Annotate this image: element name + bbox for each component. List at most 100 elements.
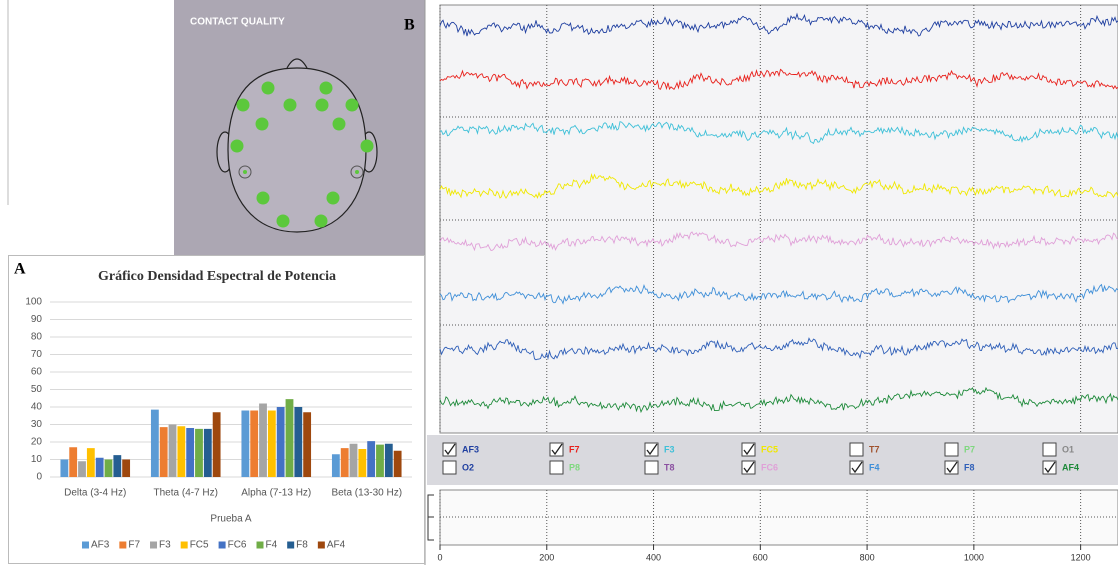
sensor <box>360 139 374 153</box>
sensor <box>236 98 250 112</box>
sensor <box>230 139 244 153</box>
legend-swatch <box>119 541 127 549</box>
bar <box>285 399 294 477</box>
channel-label: F3 <box>664 444 675 454</box>
y-tick-label: 10 <box>31 454 43 465</box>
check <box>946 461 958 474</box>
x-tick-label: Theta (4-7 Hz) <box>154 488 218 499</box>
y-tick-label: 90 <box>31 314 43 325</box>
reference-sensor <box>350 165 364 179</box>
legend-label: F3 <box>159 540 171 551</box>
bar <box>367 441 376 477</box>
x-tick-label: 800 <box>860 552 875 562</box>
eeg-trace <box>439 12 1118 37</box>
legend-label: AF4 <box>327 540 346 551</box>
bar <box>168 424 177 477</box>
sensor <box>256 191 270 205</box>
bar <box>358 449 367 477</box>
bar <box>95 457 104 477</box>
x-tick-label: 0 <box>437 552 442 562</box>
y-tick-label: 70 <box>31 349 43 360</box>
checkbox <box>849 442 864 457</box>
chart-title: Gráfico Densidad Espectral de Potencia <box>98 269 336 284</box>
y-tick-label: 0 <box>36 472 42 483</box>
legend-label: FC5 <box>190 540 209 551</box>
panel-title: CONTACT QUALITY <box>190 17 285 28</box>
legend-swatch <box>218 541 226 549</box>
legend-swatch <box>82 541 89 549</box>
bar <box>186 428 195 477</box>
channel-label: T8 <box>664 462 675 472</box>
check <box>444 443 456 456</box>
contact-quality-panel: CONTACT QUALITY <box>174 0 426 255</box>
legend-swatch <box>150 541 158 549</box>
eeg-trace <box>439 337 1118 361</box>
channel-label: FC6 <box>761 462 778 472</box>
bar <box>267 410 276 477</box>
y-tick-label: 50 <box>31 384 43 395</box>
check <box>646 443 658 456</box>
sensors <box>230 81 374 228</box>
checkbox <box>1042 442 1057 457</box>
bar <box>294 407 303 477</box>
x-axis-label: Prueba A <box>210 514 251 525</box>
bar <box>150 409 159 477</box>
channel-label: P8 <box>569 462 580 472</box>
bar <box>86 448 95 477</box>
y-tick-label: 80 <box>31 332 43 343</box>
panel-label: B <box>404 17 415 34</box>
bar <box>376 444 384 477</box>
channel-label: F7 <box>569 444 580 454</box>
checkbox <box>549 460 564 475</box>
bar <box>276 407 285 477</box>
y-tick-label: 20 <box>31 437 43 448</box>
bar <box>331 454 340 477</box>
bar <box>113 455 122 477</box>
bar <box>384 443 393 477</box>
legend-label: F8 <box>296 540 308 551</box>
bar <box>60 459 69 477</box>
bar <box>195 428 203 477</box>
reference-sensor <box>243 170 247 174</box>
legend-swatch <box>180 541 188 549</box>
check <box>851 461 863 474</box>
nose <box>286 58 308 69</box>
channel-label: FC5 <box>761 444 778 454</box>
x-tick-label: 1000 <box>964 552 984 562</box>
eeg-trace <box>439 386 1118 414</box>
bar <box>78 461 86 477</box>
bar <box>241 410 250 477</box>
bar <box>259 403 267 477</box>
y-tick-label: 60 <box>31 367 43 378</box>
bar <box>303 412 312 477</box>
eeg-trace <box>439 231 1118 252</box>
y-tick-label: 30 <box>31 419 43 430</box>
bar <box>104 459 113 477</box>
eeg-trace <box>439 173 1118 199</box>
checkbox <box>644 460 659 475</box>
trace-area <box>439 4 1118 434</box>
bar <box>250 410 259 477</box>
x-tick-label: 1200 <box>1071 552 1091 562</box>
bar <box>177 426 186 477</box>
check <box>743 461 755 474</box>
channel-label: O1 <box>1062 444 1074 454</box>
channel-label: F4 <box>869 462 880 472</box>
panel-label: A <box>14 261 26 278</box>
sensor <box>319 81 333 95</box>
sensor <box>345 98 359 112</box>
bar <box>393 450 402 477</box>
sensor <box>314 214 328 228</box>
x-tick-label: Delta (3-4 Hz) <box>64 488 126 499</box>
channel-label: T7 <box>869 444 880 454</box>
y-tick-label: 100 <box>25 297 42 308</box>
x-tick-label: Beta (13-30 Hz) <box>331 488 402 499</box>
bar <box>212 412 221 477</box>
channel-label: AF3 <box>462 444 479 454</box>
legend-swatch <box>317 541 325 549</box>
channel-selector <box>427 435 1118 485</box>
bar <box>122 459 131 477</box>
eeg-trace <box>439 283 1118 305</box>
legend-label: FC6 <box>228 540 247 551</box>
